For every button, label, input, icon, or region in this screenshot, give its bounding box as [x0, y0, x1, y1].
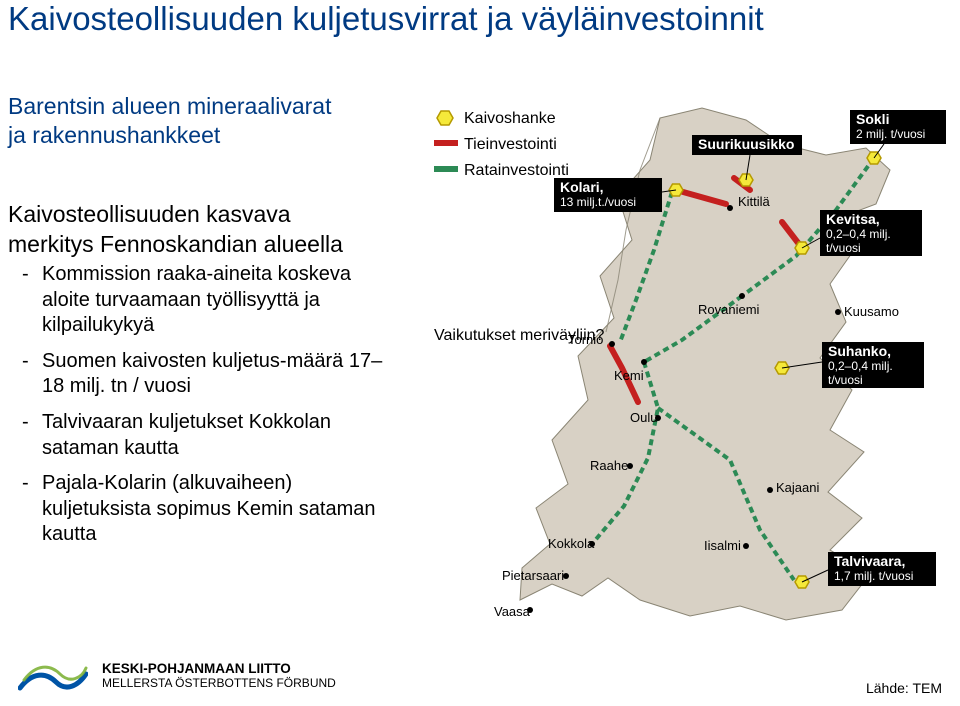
- svg-text:t/vuosi: t/vuosi: [826, 241, 861, 255]
- svg-text:Rovaniemi: Rovaniemi: [698, 302, 760, 317]
- map-figure: Kittilä Rovaniemi Kuusamo Tornio Kemi Ou…: [430, 100, 958, 624]
- svg-text:Ratainvestointi: Ratainvestointi: [464, 162, 569, 179]
- subtitle-line2: ja rakennushankkeet: [8, 122, 220, 148]
- svg-text:0,2–0,4 milj.: 0,2–0,4 milj.: [828, 359, 893, 373]
- svg-text:Suhanko,: Suhanko,: [828, 343, 891, 359]
- svg-text:Kevitsa,: Kevitsa,: [826, 211, 880, 227]
- svg-text:Raahe: Raahe: [590, 458, 628, 473]
- svg-text:Talvivaara,: Talvivaara,: [834, 553, 905, 569]
- svg-text:Kajaani: Kajaani: [776, 480, 819, 495]
- footer: KESKI-POHJANMAAN LIITTO MELLERSTA ÖSTERB…: [18, 658, 336, 694]
- bullet-item: Pajala-Kolarin (alkuvaiheen) kuljetuksis…: [22, 471, 402, 548]
- subtitle: Barentsin alueen mineraalivarat ja raken…: [8, 92, 331, 151]
- svg-text:Oulu: Oulu: [630, 410, 657, 425]
- bullet-item: Kommission raaka-aineita koskeva aloite …: [22, 262, 402, 339]
- source-label: Lähde: TEM: [866, 680, 942, 696]
- subtitle-line1: Barentsin alueen mineraalivarat: [8, 93, 331, 119]
- svg-text:1,7 milj. t/vuosi: 1,7 milj. t/vuosi: [834, 569, 913, 583]
- kp-logo-text: KESKI-POHJANMAAN LIITTO MELLERSTA ÖSTERB…: [102, 661, 336, 690]
- bullet-list: Kommission raaka-aineita koskeva aloite …: [22, 262, 402, 558]
- svg-text:Sokli: Sokli: [856, 111, 889, 127]
- legend-sea-note: Vaikutukset meriväyliin?: [434, 327, 605, 344]
- kp-logo-fi: KESKI-POHJANMAAN LIITTO: [102, 661, 336, 677]
- svg-text:Kemi: Kemi: [614, 368, 644, 383]
- svg-text:Kokkola: Kokkola: [548, 536, 595, 551]
- svg-text:13 milj.t./vuosi: 13 milj.t./vuosi: [560, 195, 636, 209]
- page-title: Kaivosteollisuuden kuljetusvirrat ja väy…: [8, 0, 952, 39]
- svg-text:Kuusamo: Kuusamo: [844, 304, 899, 319]
- paragraph-heading-line2: merkitys Fennoskandian alueella: [8, 230, 343, 259]
- svg-text:Pietarsaari: Pietarsaari: [502, 568, 564, 583]
- bullet-item: Talvivaaran kuljetukset Kokkolan sataman…: [22, 410, 402, 461]
- svg-text:t/vuosi: t/vuosi: [828, 373, 863, 387]
- svg-text:Kaivoshanke: Kaivoshanke: [464, 110, 556, 127]
- map-legend: Kaivoshanke Tieinvestointi Ratainvestoin…: [434, 110, 605, 344]
- svg-text:Kittilä: Kittilä: [738, 194, 771, 209]
- svg-text:Tieinvestointi: Tieinvestointi: [464, 136, 557, 153]
- svg-text:Iisalmi: Iisalmi: [704, 538, 741, 553]
- svg-text:Suurikuusikko: Suurikuusikko: [698, 136, 794, 152]
- paragraph-heading-line1: Kaivosteollisuuden kasvava: [8, 200, 291, 229]
- kp-logo-icon: [18, 658, 88, 694]
- svg-text:Vaasa: Vaasa: [494, 604, 531, 619]
- svg-text:0,2–0,4 milj.: 0,2–0,4 milj.: [826, 227, 891, 241]
- svg-text:2 milj. t/vuosi: 2 milj. t/vuosi: [856, 127, 925, 141]
- bullet-item: Suomen kaivosten kuljetus-määrä 17–18 mi…: [22, 349, 402, 400]
- kp-logo-sv: MELLERSTA ÖSTERBOTTENS FÖRBUND: [102, 677, 336, 691]
- svg-text:Kolari,: Kolari,: [560, 179, 604, 195]
